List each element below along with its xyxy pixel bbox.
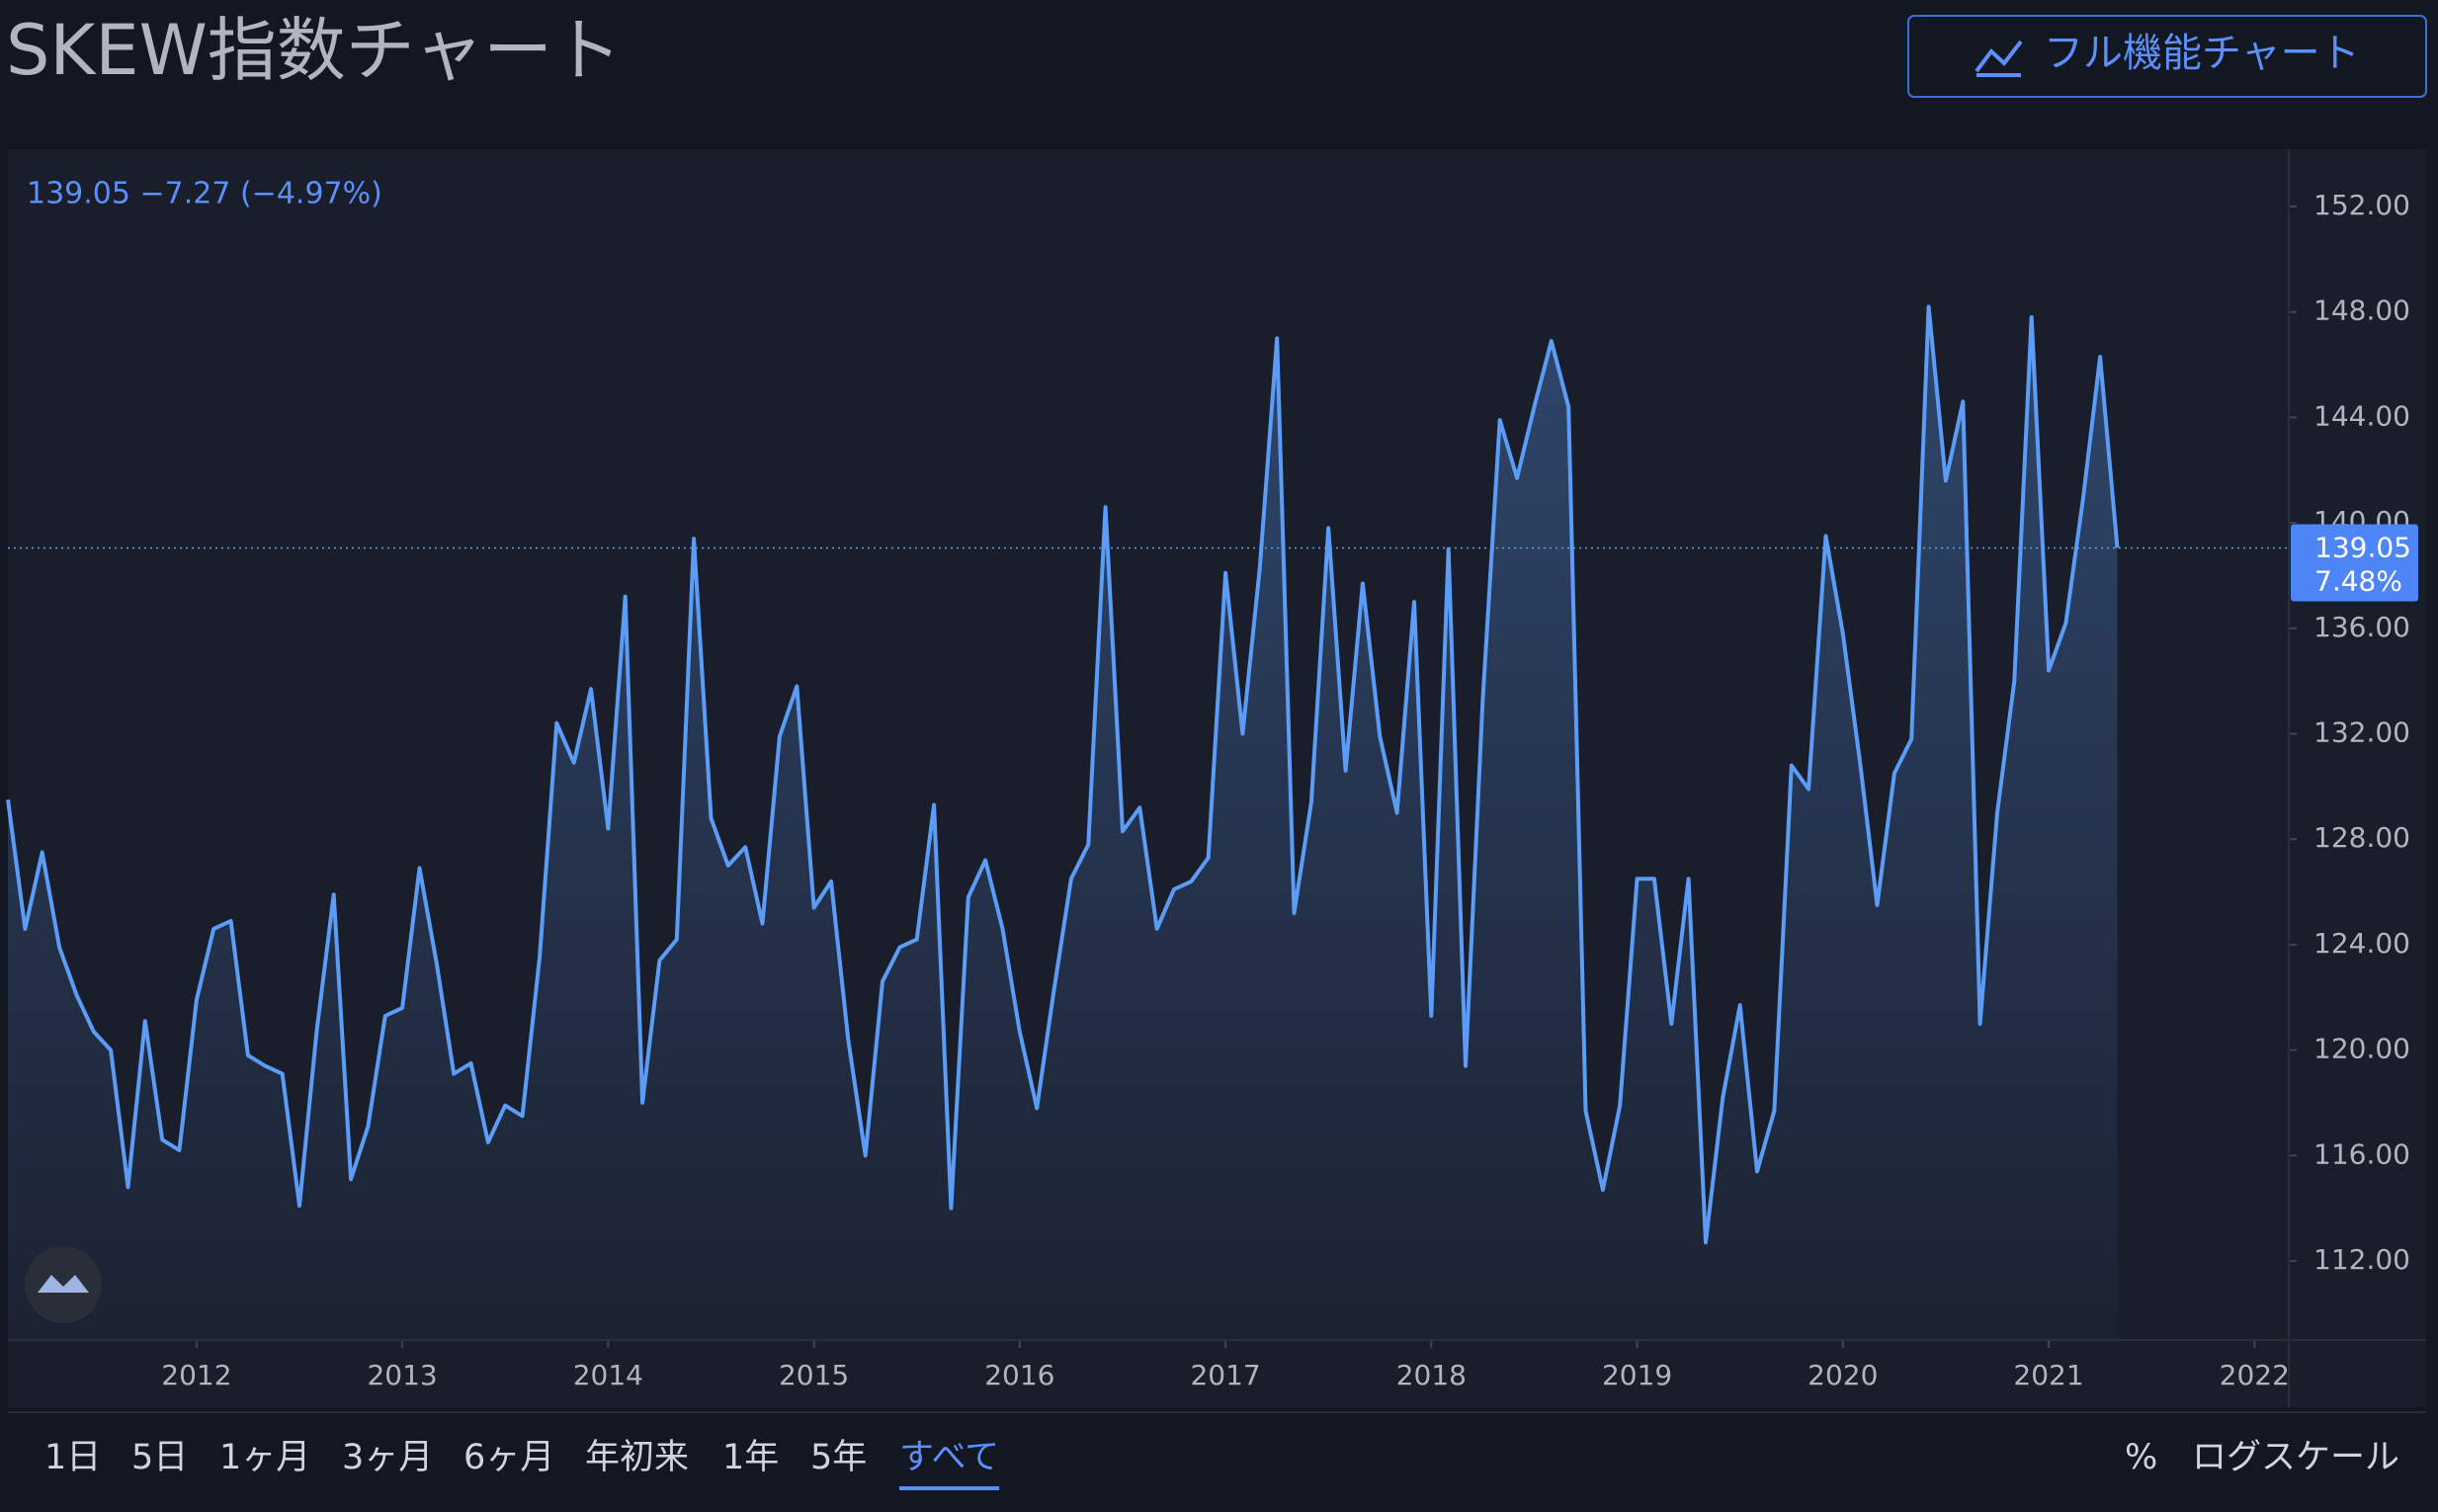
y-tick-label: 148.00 [2313,294,2410,327]
x-tick-label: 2016 [984,1359,1054,1391]
x-tick-label: 2020 [1807,1359,1878,1391]
logo-glyph [38,1275,89,1293]
price-label-box [2291,524,2418,602]
page-title: SKEW指数チャート [6,10,622,91]
y-tick-label: 112.00 [2313,1243,2410,1276]
price-line [6,304,2120,1245]
x-tick-label: 2022 [2220,1359,2290,1391]
button-frame[interactable] [1907,15,2427,98]
y-tick-label: 116.00 [2313,1137,2410,1170]
y-tick-label: 136.00 [2313,611,2410,643]
legend-text: 139.05 −7.27 (−4.97%) [27,177,382,211]
range-button[interactable]: 3ヶ月 [342,1438,433,1477]
log-scale-toggle[interactable]: ログスケール [2192,1438,2399,1477]
full-chart-button[interactable]: フル機能チャート [1907,15,2427,98]
price-change-label: 7.48% [2314,564,2402,597]
range-underline[interactable] [899,1486,1000,1490]
range-button[interactable]: 6ヶ月 [463,1438,554,1477]
range-button[interactable]: 年初来 [585,1438,689,1477]
logo [25,1246,102,1323]
x-tick-label: 2018 [1396,1359,1467,1391]
range-button[interactable]: すべて [899,1438,999,1477]
range-button[interactable]: 5年 [810,1438,867,1477]
x-tick-label: 2015 [779,1359,849,1391]
y-tick-label: 128.00 [2313,821,2410,854]
x-tick-label: 2021 [2013,1359,2083,1391]
area [8,306,2118,1340]
x-tick-label: 2019 [1602,1359,1672,1391]
y-tick-label: 144.00 [2313,399,2410,432]
y-tick-label: 152.00 [2313,189,2410,221]
range-button[interactable]: 1日 [44,1438,101,1477]
x-tick-label: 2017 [1190,1359,1260,1391]
range-button[interactable]: 1年 [722,1438,779,1477]
toolbar-border [8,1411,2426,1413]
y-tick-label: 132.00 [2313,715,2410,748]
x-tick-label: 2012 [161,1359,231,1391]
x-tick-label: 2013 [367,1359,437,1391]
y-tick-label: 124.00 [2313,927,2410,960]
button-icon[interactable] [1975,40,2023,77]
range-button[interactable]: 1ヶ月 [219,1438,310,1477]
logo-circle [25,1246,102,1323]
button-label[interactable]: フル機能チャート [2044,31,2360,76]
y-tick-label: 120.00 [2313,1033,2410,1065]
price-label: 139.05 [2314,531,2411,563]
x-tick-label: 2014 [573,1359,643,1391]
range-button[interactable]: 5日 [131,1438,188,1477]
percent-toggle[interactable]: % [2125,1438,2157,1477]
